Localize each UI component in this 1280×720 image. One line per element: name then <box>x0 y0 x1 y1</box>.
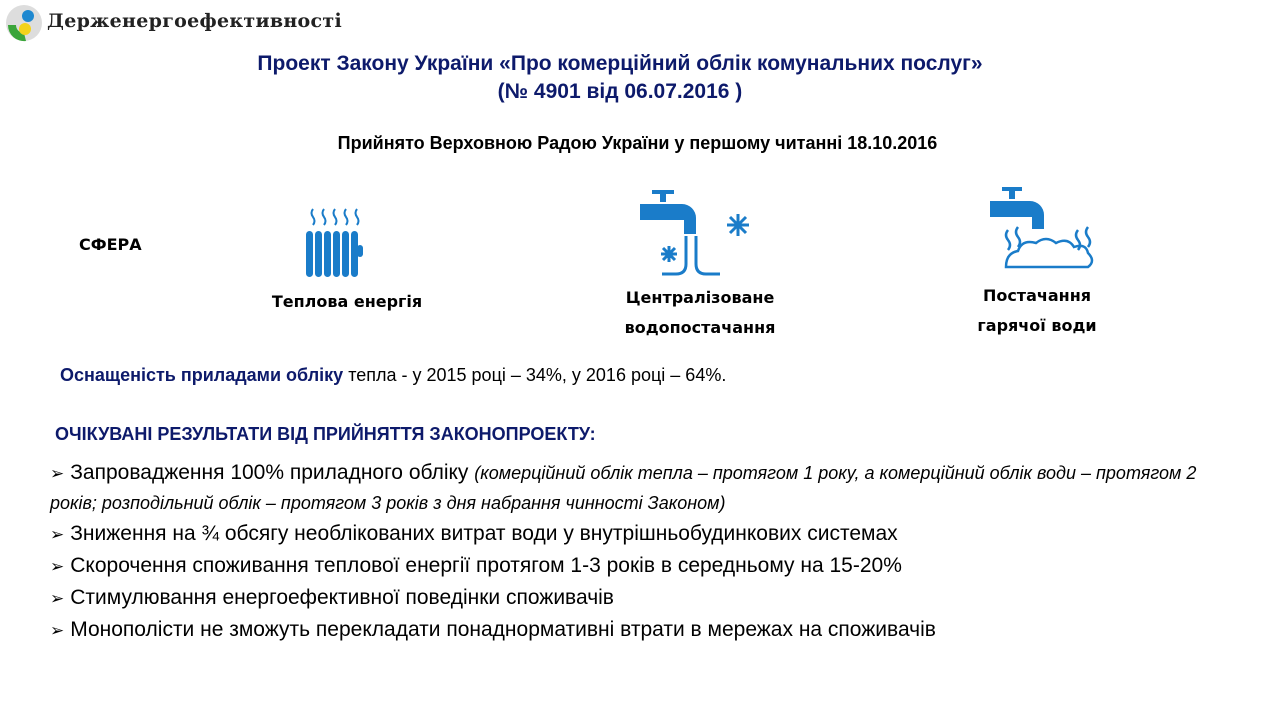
label-line: Постачання <box>982 286 1092 305</box>
logo-icon <box>6 5 42 42</box>
results-list: ➢ Запровадження 100% приладного обліку (к… <box>50 458 1230 646</box>
page-title-number: (№ 4901 від 06.07.2016 ) <box>497 80 743 103</box>
label-line: Централізоване <box>625 288 775 307</box>
arrow-bullet-icon: ➢ <box>50 525 65 544</box>
metering-equipment-text: Оснащеність приладами обліку тепла - у 2… <box>60 365 726 386</box>
subtitle: Прийнято Верховною Радою України у першо… <box>337 133 938 153</box>
list-item: ➢ Стимулювання енергоефективної поведінки… <box>50 582 1230 614</box>
item-text: Скорочення споживання теплової енергії п… <box>70 554 902 577</box>
list-item: ➢ Зниження на ¾ обсягу необлікованих витр… <box>50 518 1230 550</box>
cold-water-tap-icon <box>640 190 749 276</box>
item-text: Монополісти не зможуть перекладати понад… <box>70 618 936 641</box>
results-title: ОЧІКУВАНІ РЕЗУЛЬТАТИ ВІД ПРИЙНЯТТЯ ЗАКОН… <box>55 424 596 444</box>
arrow-bullet-icon: ➢ <box>50 621 65 640</box>
sphere-item-hot-water: Постачання гарячої води <box>937 281 1137 341</box>
label-line: гарячої води <box>977 316 1097 335</box>
org-name: Держенергоефективності <box>47 10 342 32</box>
item-text: Запровадження 100% приладного обліку <box>70 461 475 484</box>
sphere-item-water: Централізоване водопостачання <box>600 283 800 343</box>
arrow-bullet-icon: ➢ <box>50 557 65 576</box>
hot-water-tap-icon <box>990 187 1094 269</box>
page-title: Проект Закону України «Про комерційний о… <box>257 52 983 75</box>
metering-equipment-values: тепла - у 2015 році – 34%, у 2016 році –… <box>343 365 727 385</box>
arrow-bullet-icon: ➢ <box>50 589 65 608</box>
sphere-item-heat: Теплова енергія <box>271 292 423 311</box>
item-note: (комерційний облік тепла – протягом 1 ро… <box>50 463 1197 513</box>
list-item: ➢ Монополісти не зможуть перекладати пона… <box>50 614 1230 646</box>
list-item: ➢ Скорочення споживання теплової енергії … <box>50 550 1230 582</box>
item-text: Зниження на ¾ обсягу необлікованих витра… <box>70 522 898 545</box>
sphere-label: СФЕРА <box>79 235 142 254</box>
label-line: водопостачання <box>624 318 776 337</box>
list-item: ➢ Запровадження 100% приладного обліку (к… <box>50 458 1230 518</box>
metering-equipment-bold: Оснащеність приладами обліку <box>60 365 344 385</box>
item-text: Стимулювання енергоефективної поведінки … <box>70 586 614 609</box>
radiator-icon <box>306 208 363 277</box>
arrow-bullet-icon: ➢ <box>50 464 65 483</box>
